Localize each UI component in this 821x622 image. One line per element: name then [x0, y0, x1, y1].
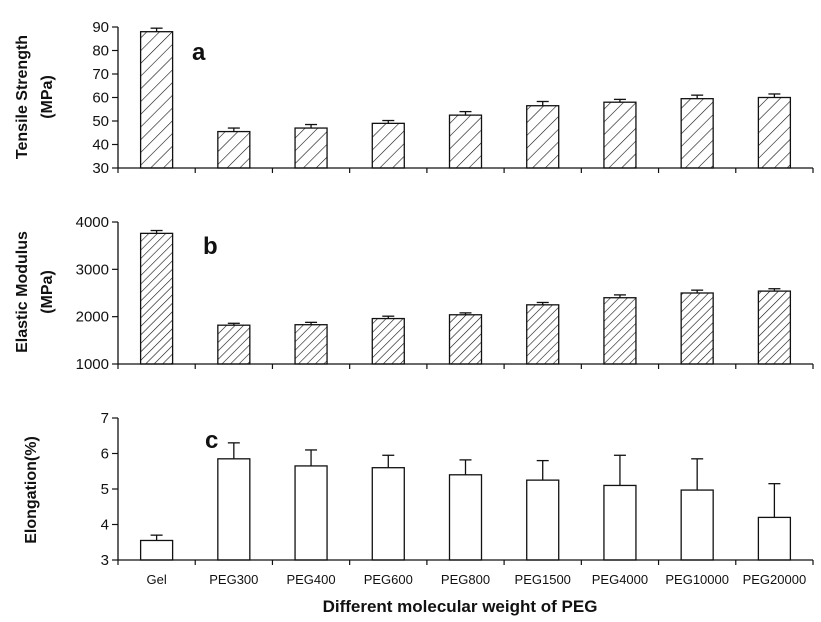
panel-a-ytick-label: 30	[92, 160, 109, 177]
panel-b-ytick-label: 3000	[76, 261, 109, 278]
category-label: PEG400	[286, 572, 335, 587]
panel-a: 30 40 50 60 70 80 90 a Tensile Strength (MPa)	[14, 19, 814, 177]
panel-b-bar	[139, 232, 174, 365]
panel-c-bar	[603, 484, 637, 561]
panel-c-ytick-label: 3	[101, 552, 109, 569]
panel-a-bar	[757, 96, 792, 169]
panel-a-ytick-label: 70	[92, 66, 109, 83]
panel-c-ytick-label: 6	[101, 446, 109, 463]
panel-b-ytick-label: 2000	[76, 309, 109, 326]
panel-b-ylabel-line1: Elastic Modulus	[14, 231, 31, 353]
panel-a-ytick-label: 50	[92, 113, 109, 130]
category-label: PEG300	[209, 572, 258, 587]
panel-a-ytick-label: 40	[92, 137, 109, 154]
panel-c-xaxis: Gel PEG300 PEG400 PEG600 PEG800 PEG1500 PEG400…	[117, 559, 814, 587]
panel-b-bar	[757, 290, 792, 365]
panel-c-ytick-label: 5	[101, 481, 109, 498]
panel-a-bar	[603, 101, 637, 169]
panel-c-ytick-label: 4	[101, 517, 109, 534]
panel-b-ylabel-line2: (MPa)	[39, 270, 56, 314]
panel-a-bar	[139, 31, 174, 169]
panel-b: 1000 2000 3000 4000 b Elastic Modulus (MPa)	[14, 214, 814, 373]
panel-b-label: b	[203, 233, 218, 260]
panel-a-bar	[217, 130, 251, 169]
panel-b-bar	[217, 324, 251, 365]
panel-b-bars	[139, 229, 792, 365]
panel-a-ytick-label: 80	[92, 43, 109, 60]
category-label: PEG1500	[515, 572, 571, 587]
category-label: PEG20000	[743, 572, 807, 587]
panel-c-yaxis: 3 4 5 6 7	[101, 410, 119, 569]
panel-c-xlabel: Different molecular weight of PEG	[323, 597, 598, 616]
panel-a-yaxis: 30 40 50 60 70 80 90	[92, 19, 119, 177]
panel-c-ylabel: Elongation(%)	[23, 436, 40, 544]
panel-c-bar	[139, 539, 174, 561]
category-label: PEG600	[364, 572, 413, 587]
panel-a-xaxis	[117, 167, 814, 173]
panel-c-bar	[371, 467, 405, 561]
category-label: PEG800	[441, 572, 490, 587]
panel-b-xaxis	[117, 363, 814, 369]
panel-a-ytick-label: 90	[92, 19, 109, 36]
panel-b-bar	[680, 292, 714, 365]
panel-a-bar	[294, 127, 328, 169]
panel-c-bar	[217, 458, 251, 561]
panel-c-bar	[526, 479, 560, 561]
panel-a-ytick-label: 60	[92, 90, 109, 107]
panel-a-bar	[526, 105, 560, 169]
panel-a-label: a	[192, 39, 206, 66]
category-label: PEG4000	[592, 572, 648, 587]
panel-a-ylabel-line2: (MPa)	[39, 75, 56, 119]
category-label: PEG10000	[665, 572, 729, 587]
panel-b-bar	[294, 324, 328, 365]
panel-b-bar	[371, 317, 405, 365]
panel-c-bars	[139, 442, 792, 561]
panel-a-bar	[680, 98, 714, 169]
panel-c-bar	[294, 465, 328, 561]
panel-c-bar	[680, 489, 714, 561]
panel-a-bars	[139, 27, 792, 169]
panel-b-bar	[448, 314, 483, 365]
panel-b-bar	[603, 297, 637, 365]
panel-b-ytick-label: 4000	[76, 214, 109, 231]
panel-a-bar	[371, 122, 405, 169]
panel-c-ytick-label: 7	[101, 410, 109, 427]
panel-c-label: c	[205, 427, 218, 454]
panel-b-yaxis: 1000 2000 3000 4000	[76, 214, 119, 373]
panel-c-bar	[757, 516, 792, 561]
panel-a-ylabel-line1: Tensile Strength	[14, 35, 31, 159]
panel-b-bar	[526, 304, 560, 365]
panel-a-bar	[448, 114, 483, 169]
panel-c: 3 4 5 6 7 Gel PEG300 PEG400 PEG600 PEG800 PEG1500…	[23, 410, 814, 616]
category-label: Gel	[146, 572, 166, 587]
panel-c-bar	[448, 474, 483, 561]
panel-b-ytick-label: 1000	[76, 356, 109, 373]
